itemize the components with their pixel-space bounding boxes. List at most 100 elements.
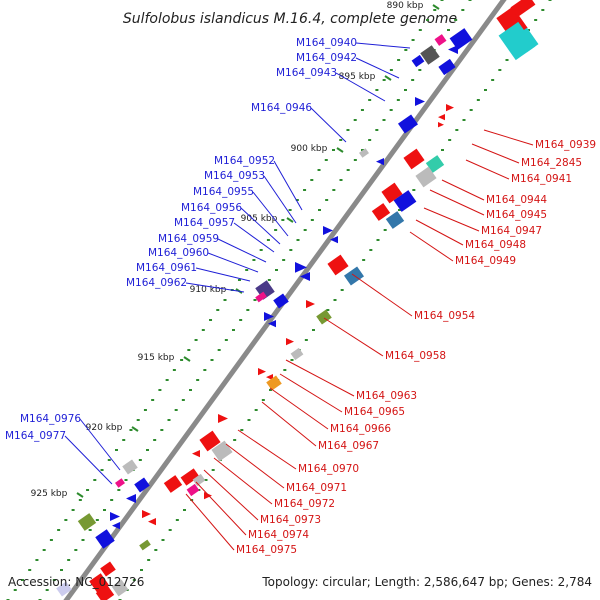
gene-label-reverse: M164_0960 bbox=[148, 247, 209, 259]
gc-dot bbox=[411, 79, 415, 81]
gene-label-reverse: M164_0957 bbox=[174, 217, 235, 229]
gc-dot bbox=[304, 339, 308, 341]
gene-block bbox=[95, 529, 115, 549]
gene-block bbox=[359, 148, 369, 158]
gc-dot bbox=[183, 509, 186, 511]
gene-block bbox=[273, 293, 289, 309]
gc-dot bbox=[49, 539, 53, 541]
gene-leader-line bbox=[279, 373, 343, 413]
gc-dot bbox=[223, 299, 227, 301]
gc-dot bbox=[237, 279, 241, 281]
gc-dot bbox=[64, 519, 68, 521]
gene-label-forward: M164_0973 bbox=[260, 514, 321, 526]
gene-label-forward: M164_0945 bbox=[486, 209, 547, 221]
gc-dot bbox=[239, 319, 243, 321]
gc-dot bbox=[476, 99, 480, 101]
gene-block bbox=[100, 561, 116, 577]
gc-dot bbox=[122, 439, 126, 441]
kbp-tick-label: 915 kbp bbox=[138, 353, 175, 363]
gene-leader-line bbox=[237, 429, 297, 470]
kbp-tick-label: 925 kbp bbox=[31, 489, 68, 499]
gene-arrow bbox=[142, 510, 151, 519]
gene-leader-line bbox=[465, 159, 510, 180]
gene-label-forward: M164_0972 bbox=[274, 498, 335, 510]
gene-arrow bbox=[286, 338, 294, 346]
gene-block bbox=[393, 190, 417, 212]
gc-dot bbox=[505, 59, 509, 61]
gene-leader-line bbox=[310, 107, 347, 143]
gc-dot bbox=[333, 299, 337, 301]
gc-dot bbox=[469, 109, 473, 111]
gene-arrow bbox=[295, 262, 307, 273]
gc-dot bbox=[110, 499, 114, 501]
gc-dot bbox=[209, 319, 213, 321]
gene-arrow bbox=[448, 45, 458, 54]
gene-block bbox=[510, 0, 536, 18]
gc-dot bbox=[346, 129, 350, 131]
left-gene-callouts: M164_0940 M164_0942 M164_0943 M164_0946 M164… bbox=[5, 37, 411, 485]
kbp-tick-mark bbox=[286, 217, 294, 223]
gene-label-reverse: M164_0952 bbox=[214, 155, 275, 167]
gc-dot bbox=[498, 69, 502, 71]
gene-block bbox=[192, 473, 206, 487]
gene-label-forward: M164_0958 bbox=[385, 350, 446, 362]
gene-arrow bbox=[438, 122, 444, 128]
gc-dot bbox=[389, 109, 393, 111]
gc-dot bbox=[216, 309, 220, 311]
gc-dot bbox=[138, 459, 142, 461]
gc-dot bbox=[283, 369, 287, 371]
gene-label-forward: M164_0970 bbox=[298, 463, 359, 475]
gc-dot bbox=[461, 9, 465, 11]
gc-dot bbox=[107, 459, 111, 461]
kbp-tick-mark bbox=[131, 426, 139, 432]
gene-leader-line bbox=[252, 191, 289, 237]
gc-dot bbox=[303, 229, 307, 231]
gene-leader-line bbox=[225, 443, 285, 489]
gc-dot bbox=[368, 99, 372, 101]
gc-dot bbox=[541, 9, 545, 11]
gc-dot bbox=[325, 199, 329, 201]
gene-arrow bbox=[192, 450, 200, 458]
gc-dot bbox=[124, 479, 128, 481]
gene-block bbox=[115, 478, 125, 488]
gene-leader-line bbox=[195, 481, 247, 536]
gc-dot bbox=[397, 59, 401, 61]
gene-leader-line bbox=[203, 469, 259, 521]
gene-label-forward: M164_0975 bbox=[236, 544, 297, 556]
gene-leader-line bbox=[471, 143, 520, 164]
gc-dot bbox=[253, 299, 257, 301]
gene-label-forward: M164_0974 bbox=[248, 529, 309, 541]
gene-label-reverse: M164_0956 bbox=[181, 202, 242, 214]
gc-dot bbox=[426, 19, 430, 21]
gene-arrow bbox=[204, 492, 212, 500]
gc-dot bbox=[404, 49, 408, 51]
gc-dot bbox=[115, 449, 118, 451]
gene-leader-line bbox=[269, 387, 329, 430]
gc-dot bbox=[295, 199, 299, 201]
gc-dot bbox=[317, 169, 321, 171]
gc-dot bbox=[203, 369, 207, 371]
gc-dot bbox=[168, 529, 172, 531]
gene-label-forward: M164_0954 bbox=[414, 310, 475, 322]
gene-leader-line bbox=[261, 401, 317, 447]
gc-dot bbox=[368, 139, 372, 141]
gc-dot bbox=[160, 429, 164, 431]
gc-dot bbox=[440, 0, 444, 1]
gene-arrow bbox=[415, 97, 425, 106]
gene-label-forward: M164_0971 bbox=[286, 482, 347, 494]
gene-label-reverse: M164_0946 bbox=[251, 102, 312, 114]
kbp-tick-label: 910 kbp bbox=[190, 285, 227, 295]
gc-dot bbox=[180, 359, 184, 361]
gene-label-forward: M164_0966 bbox=[330, 423, 391, 435]
gene-label-reverse: M164_0961 bbox=[136, 262, 197, 274]
gc-dot bbox=[369, 249, 373, 251]
gene-leader-line bbox=[64, 435, 113, 485]
gene-block bbox=[122, 459, 138, 475]
gc-dot bbox=[289, 249, 293, 251]
gc-dot bbox=[95, 519, 99, 521]
gc-dot bbox=[375, 129, 379, 131]
gene-label-reverse: M164_0943 bbox=[276, 67, 337, 79]
gene-arrow bbox=[148, 518, 156, 526]
gene-arrow bbox=[258, 368, 266, 376]
